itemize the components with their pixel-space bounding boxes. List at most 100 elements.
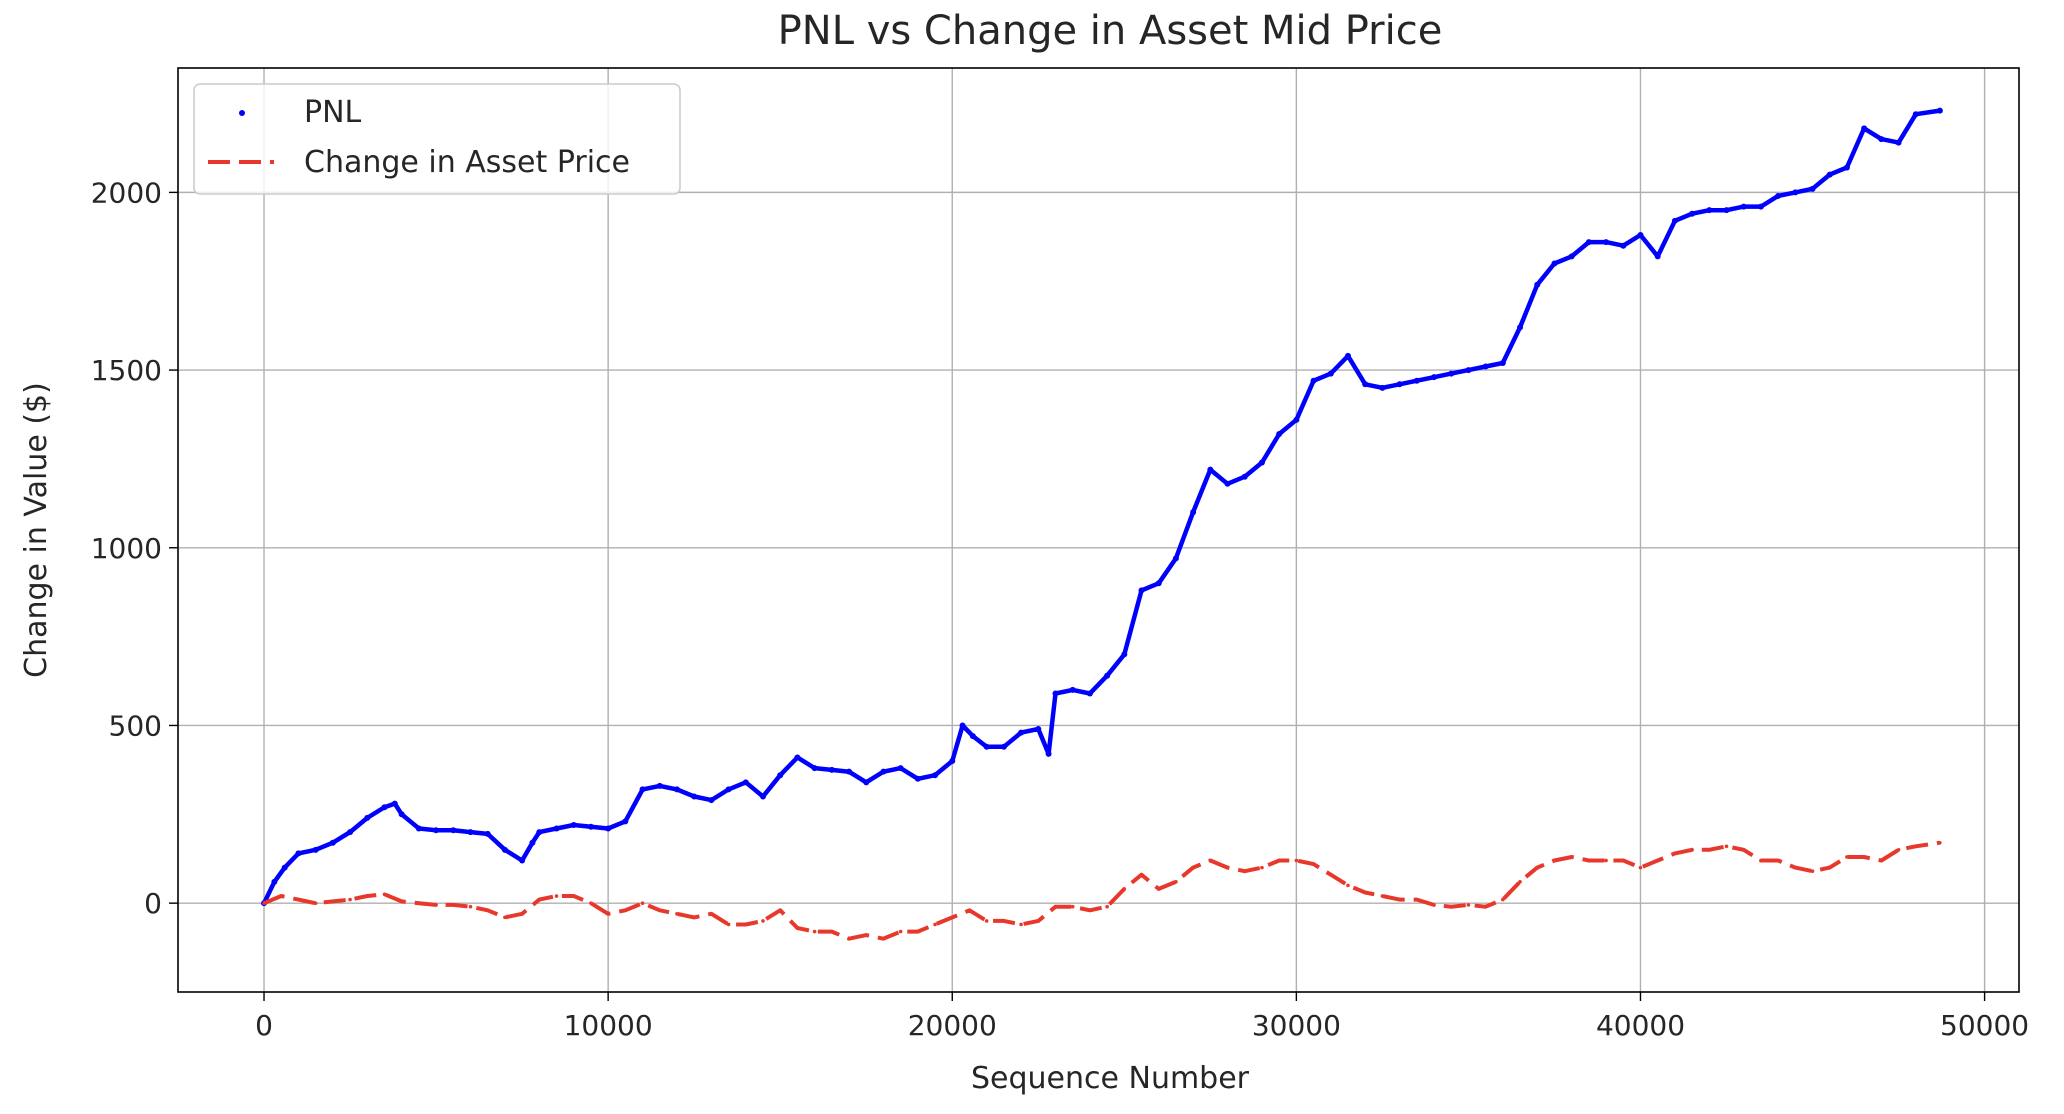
pnl-point [1843,164,1850,171]
asset-price-point [1139,872,1144,877]
x-tick-label: 0 [255,1009,273,1042]
asset-price-point [1741,848,1746,852]
pnl-point [1740,203,1747,210]
pnl-point [1327,370,1334,377]
asset-price-point [1483,904,1488,909]
asset-price-point [1552,858,1557,863]
asset-price-point [365,894,370,898]
pnl-point [897,765,904,772]
pnl-point [622,818,629,825]
asset-price-point [503,915,507,920]
asset-price-point [1328,872,1333,877]
asset-price-point [1621,858,1626,863]
asset-price-point [589,901,593,905]
asset-price-point [1673,851,1677,856]
pnl-point [1241,473,1248,480]
asset-price-point [1913,844,1918,849]
pnl-point [1052,690,1059,697]
pnl-point [777,772,784,779]
pnl-point [529,839,536,846]
pnl-point [587,823,594,830]
pnl-point [1861,125,1868,132]
asset-price-point [1466,903,1471,907]
asset-price-point [1896,848,1901,852]
asset-price-point [623,908,628,913]
pnl-point [1155,580,1162,587]
asset-price-point [1569,855,1574,859]
asset-price-point [898,929,903,934]
pnl-point [708,797,715,804]
asset-price-point [1432,903,1436,907]
pnl-point [759,793,766,800]
asset-price-point [1707,848,1712,852]
pnl-point [1276,431,1283,438]
pnl-point [932,772,939,779]
asset-price-point [1208,858,1213,863]
pnl-point [1413,377,1420,384]
x-tick-label: 30000 [1252,1009,1341,1042]
pnl-point [725,786,732,793]
pnl-point [1172,555,1179,562]
asset-price-point [743,922,748,927]
pnl-point [1671,217,1678,224]
asset-price-point [778,908,782,913]
pnl-point [969,733,976,740]
pnl-point [1568,253,1575,260]
pnl-point [536,829,543,836]
pnl-point [1936,107,1943,114]
asset-price-point [1363,890,1367,895]
pnl-point [1826,171,1833,178]
asset-price-point [468,904,473,909]
asset-price-point [1604,858,1608,863]
pnl-point [959,722,966,729]
asset-price-point [1724,844,1729,849]
pnl-point [639,786,646,793]
asset-price-point [675,912,679,916]
pnl-point [1775,192,1782,199]
asset-price-point [399,899,404,904]
plot-frame [177,67,2020,993]
asset-price-point [881,936,886,941]
asset-price-point [279,894,284,898]
asset-price-point [795,926,800,930]
asset-price-point [657,908,662,913]
pnl-point [347,829,354,836]
pnl-point [553,825,560,832]
asset-price-point [1122,887,1127,891]
pnl-point [1448,370,1455,377]
x-tick-label: 10000 [564,1009,653,1042]
pnl-point [1121,651,1128,658]
asset-price-point [1225,865,1230,870]
asset-price-point [348,897,352,902]
pnl-point [949,758,956,764]
asset-price-point [640,901,645,905]
pnl-point [1104,672,1111,679]
asset-price-point [984,919,989,923]
asset-price-line [263,840,1941,941]
pnl-point [1293,416,1300,423]
pnl-point [484,830,491,837]
asset-price-point [434,903,438,907]
pnl-point [1895,139,1902,146]
asset-price-point [709,912,714,916]
pnl-point [1310,377,1317,384]
asset-price-point [1415,897,1419,902]
asset-price-point [537,897,542,902]
pnl-point [656,782,663,789]
pnl-point [846,768,853,775]
asset-price-point [1346,883,1350,888]
pnl-point [1585,239,1592,246]
y-tick-label: 1500 [91,354,162,387]
legend: PNL Change in Asset Price [193,83,681,195]
asset-price-point [1535,865,1540,870]
pnl-point [329,839,336,846]
asset-price-point [830,929,834,934]
pnl-point [1551,260,1558,267]
pnl-point [983,743,990,750]
asset-price-point [916,929,920,934]
asset-price-point [1845,855,1849,859]
asset-price-point [485,908,490,913]
pnl-point [570,821,577,828]
asset-price-point [1105,904,1109,909]
